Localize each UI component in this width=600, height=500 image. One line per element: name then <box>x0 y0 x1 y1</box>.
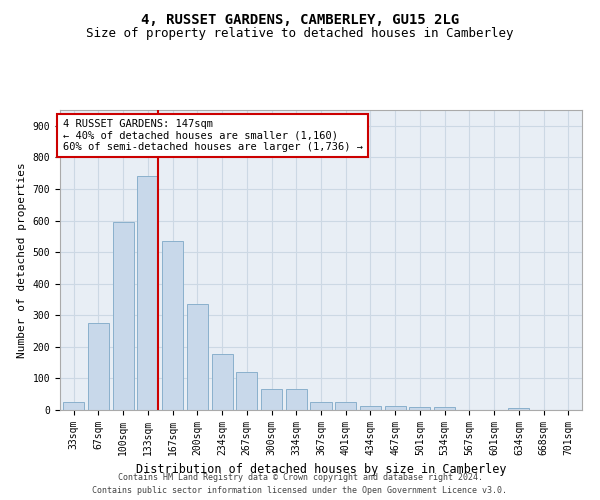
Y-axis label: Number of detached properties: Number of detached properties <box>17 162 27 358</box>
Bar <box>88 323 109 410</box>
Bar <box>212 354 233 410</box>
Bar <box>409 408 430 410</box>
Bar <box>113 222 134 410</box>
Bar <box>335 402 356 410</box>
Text: Contains public sector information licensed under the Open Government Licence v3: Contains public sector information licen… <box>92 486 508 495</box>
Bar <box>187 304 208 410</box>
Bar <box>385 406 406 410</box>
Text: 4 RUSSET GARDENS: 147sqm
← 40% of detached houses are smaller (1,160)
60% of sem: 4 RUSSET GARDENS: 147sqm ← 40% of detach… <box>62 119 362 152</box>
Bar <box>310 402 332 410</box>
Bar <box>162 241 183 410</box>
Text: Size of property relative to detached houses in Camberley: Size of property relative to detached ho… <box>86 28 514 40</box>
Bar <box>508 408 529 410</box>
Text: Contains HM Land Registry data © Crown copyright and database right 2024.: Contains HM Land Registry data © Crown c… <box>118 472 482 482</box>
Bar <box>236 372 257 410</box>
X-axis label: Distribution of detached houses by size in Camberley: Distribution of detached houses by size … <box>136 464 506 476</box>
Text: 4, RUSSET GARDENS, CAMBERLEY, GU15 2LG: 4, RUSSET GARDENS, CAMBERLEY, GU15 2LG <box>141 12 459 26</box>
Bar <box>137 176 158 410</box>
Bar <box>261 390 282 410</box>
Bar <box>286 390 307 410</box>
Bar <box>434 408 455 410</box>
Bar <box>360 406 381 410</box>
Bar <box>63 402 84 410</box>
